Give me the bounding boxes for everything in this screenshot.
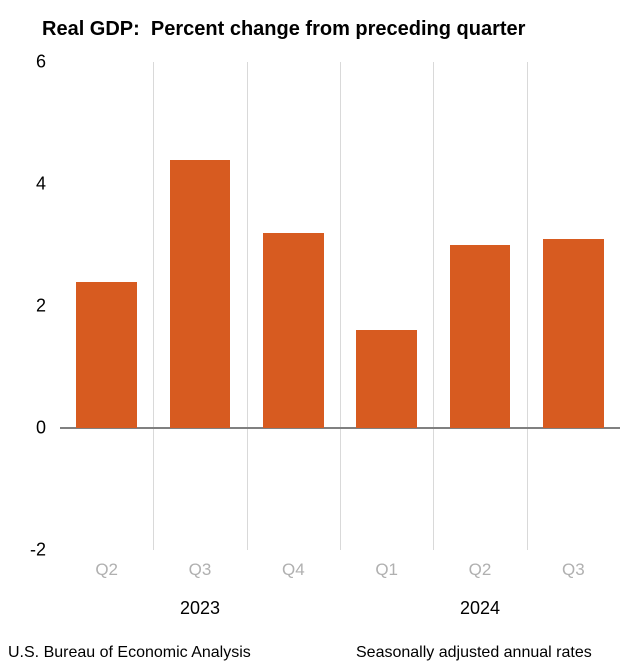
- y-tick-label: -2: [30, 540, 60, 561]
- gdp-bar-chart: Real GDP: Percent change from preceding …: [0, 0, 633, 668]
- bar: [450, 245, 511, 428]
- gridline: [247, 62, 248, 550]
- y-tick-label: 4: [36, 174, 60, 195]
- y-tick-label: 0: [36, 418, 60, 439]
- zero-baseline: [60, 427, 620, 429]
- chart-title: Real GDP: Percent change from preceding …: [42, 18, 525, 41]
- bar: [170, 160, 231, 428]
- y-tick-label: 6: [36, 52, 60, 73]
- bar: [263, 233, 324, 428]
- x-tick-label: Q3: [562, 550, 585, 580]
- bar: [76, 282, 137, 428]
- y-tick-label: 2: [36, 296, 60, 317]
- gridline: [340, 62, 341, 550]
- gridline: [527, 62, 528, 550]
- gridline: [433, 62, 434, 550]
- footer-note: Seasonally adjusted annual rates: [356, 644, 592, 662]
- plot-area: Q2Q3Q4Q1Q2Q3-2024620232024: [60, 62, 620, 550]
- x-tick-label: Q2: [95, 550, 118, 580]
- x-tick-label: Q3: [189, 550, 212, 580]
- bar: [543, 239, 604, 428]
- x-tick-label: Q1: [375, 550, 398, 580]
- bar: [356, 330, 417, 428]
- year-label: 2024: [460, 598, 500, 619]
- footer-source: U.S. Bureau of Economic Analysis: [8, 644, 251, 662]
- x-tick-label: Q4: [282, 550, 305, 580]
- gridline: [153, 62, 154, 550]
- year-label: 2023: [180, 598, 220, 619]
- x-tick-label: Q2: [469, 550, 492, 580]
